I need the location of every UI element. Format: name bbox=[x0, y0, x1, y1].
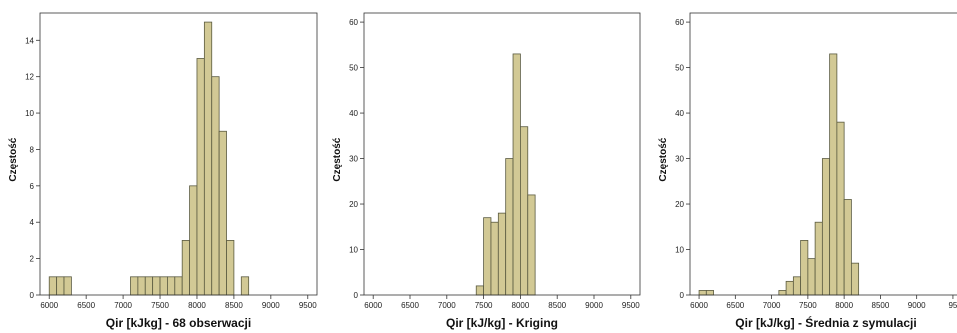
y-tick-label: 10 bbox=[349, 246, 358, 255]
histogram-bar bbox=[130, 276, 139, 296]
histogram-bar bbox=[196, 58, 205, 296]
histogram-bar bbox=[512, 53, 521, 296]
histogram-bar bbox=[807, 258, 816, 296]
x-tick-label: 7000 bbox=[763, 301, 781, 310]
histogram-bar bbox=[850, 262, 860, 296]
histogram-bar bbox=[821, 158, 831, 296]
x-tick-label: 7500 bbox=[151, 301, 169, 310]
histogram-bar bbox=[843, 199, 852, 296]
histogram-bar bbox=[218, 130, 227, 296]
histogram-bar bbox=[167, 276, 176, 296]
histogram-bar bbox=[152, 276, 161, 296]
histogram-bar bbox=[144, 276, 154, 296]
histogram-bar bbox=[490, 221, 499, 296]
histogram-bar bbox=[527, 194, 536, 296]
y-tick-label: 6 bbox=[30, 182, 35, 191]
y-axis-title: Częstość bbox=[8, 137, 19, 181]
x-tick-label: 9500 bbox=[299, 301, 317, 310]
y-axis-title: Częstość bbox=[332, 137, 343, 181]
y-tick-label: 20 bbox=[675, 200, 684, 209]
y-tick-label: 10 bbox=[25, 109, 34, 118]
histogram-bar bbox=[211, 76, 220, 296]
plot-frame bbox=[363, 12, 641, 296]
histogram-bar bbox=[137, 276, 146, 296]
x-axis-title: Qir [kJ/kg] - Kriging bbox=[446, 316, 558, 330]
y-tick-label: 20 bbox=[349, 200, 358, 209]
histogram-bar bbox=[497, 212, 507, 296]
x-tick-label: 9000 bbox=[585, 301, 603, 310]
histogram-bar bbox=[505, 158, 514, 296]
y-tick-label: 30 bbox=[675, 155, 684, 164]
histogram-bar bbox=[48, 276, 58, 296]
x-tick-label: 8000 bbox=[512, 301, 530, 310]
histogram-bar bbox=[63, 276, 72, 296]
histogram-bar bbox=[189, 185, 198, 296]
x-tick-label: 9500 bbox=[622, 301, 640, 310]
histogram-bar bbox=[181, 240, 190, 296]
histogram-bar bbox=[785, 280, 794, 296]
x-tick-label: 8500 bbox=[225, 301, 243, 310]
x-tick-label: 7500 bbox=[475, 301, 493, 310]
histogram-bar bbox=[56, 276, 65, 296]
y-tick-label: 4 bbox=[30, 218, 35, 227]
x-axis-title: Qir [kJkg] - 68 obserwacji bbox=[106, 316, 251, 330]
histogram-bar bbox=[800, 240, 809, 296]
y-tick-label: 50 bbox=[675, 64, 684, 73]
x-axis-title: Qir [kJ/kg] - Średnia z symulacji bbox=[735, 315, 916, 330]
histogram-bar bbox=[836, 121, 845, 296]
x-tick-label: 9000 bbox=[908, 301, 926, 310]
x-tick-label: 8000 bbox=[188, 301, 206, 310]
histogram-bar bbox=[705, 290, 714, 296]
y-tick-label: 0 bbox=[680, 291, 685, 300]
histogram-bar bbox=[226, 240, 235, 296]
x-tick-label: 6500 bbox=[77, 301, 95, 310]
histogram-bar bbox=[829, 53, 838, 296]
y-tick-label: 60 bbox=[675, 18, 684, 27]
y-tick-label: 2 bbox=[30, 255, 35, 264]
x-tick-label: 7500 bbox=[799, 301, 817, 310]
y-tick-label: 40 bbox=[349, 109, 358, 118]
y-tick-label: 10 bbox=[675, 246, 684, 255]
chart-panel-1: 0 2 4 6 8 10 12 14 6000 6500 7000 7500 8000 8500 9000 9… bbox=[8, 12, 318, 330]
y-axis-title: Częstość bbox=[658, 137, 669, 181]
x-tick-label: 7000 bbox=[114, 301, 132, 310]
x-tick-label: 8500 bbox=[548, 301, 566, 310]
chart-panel-3: 0 10 20 30 40 50 60 6000 6500 7000 7500 8000 8500 900… bbox=[658, 12, 957, 330]
x-tick-label: 6000 bbox=[364, 301, 382, 310]
y-tick-label: 14 bbox=[25, 36, 34, 45]
histogram-bar bbox=[159, 276, 168, 296]
x-tick-label: 6000 bbox=[690, 301, 708, 310]
histogram-bar bbox=[203, 21, 213, 296]
histogram-bar bbox=[698, 290, 707, 296]
x-tick-label: 6000 bbox=[40, 301, 58, 310]
histogram-bar bbox=[174, 276, 183, 296]
x-tick-label: 9000 bbox=[262, 301, 280, 310]
x-tick-label: 8000 bbox=[835, 301, 853, 310]
y-tick-label: 0 bbox=[354, 291, 359, 300]
plot-frame bbox=[689, 12, 957, 296]
histogram-bar bbox=[778, 290, 787, 296]
y-tick-label: 40 bbox=[675, 109, 684, 118]
y-tick-label: 8 bbox=[30, 145, 35, 154]
chart-panel-2: 0 10 20 30 40 50 60 6000 6500 7000 7500 8000 8500 900… bbox=[332, 12, 641, 330]
y-tick-label: 12 bbox=[25, 73, 34, 82]
x-tick-label: 7000 bbox=[438, 301, 456, 310]
y-tick-label: 0 bbox=[30, 291, 35, 300]
y-tick-label: 50 bbox=[349, 64, 358, 73]
plot-frame bbox=[39, 12, 318, 296]
histogram-bar bbox=[520, 126, 529, 296]
y-tick-label: 60 bbox=[349, 18, 358, 27]
x-tick-label: 6500 bbox=[726, 301, 744, 310]
x-tick-label: 8500 bbox=[872, 301, 890, 310]
histogram-bar bbox=[240, 276, 250, 296]
x-tick-label: 6500 bbox=[401, 301, 419, 310]
histogram-bar bbox=[814, 221, 823, 296]
histogram-bar bbox=[475, 285, 484, 296]
x-tick-label: 95 bbox=[948, 301, 957, 310]
histogram-bar bbox=[483, 217, 492, 296]
histogram-bar bbox=[792, 276, 802, 296]
y-tick-label: 30 bbox=[349, 155, 358, 164]
